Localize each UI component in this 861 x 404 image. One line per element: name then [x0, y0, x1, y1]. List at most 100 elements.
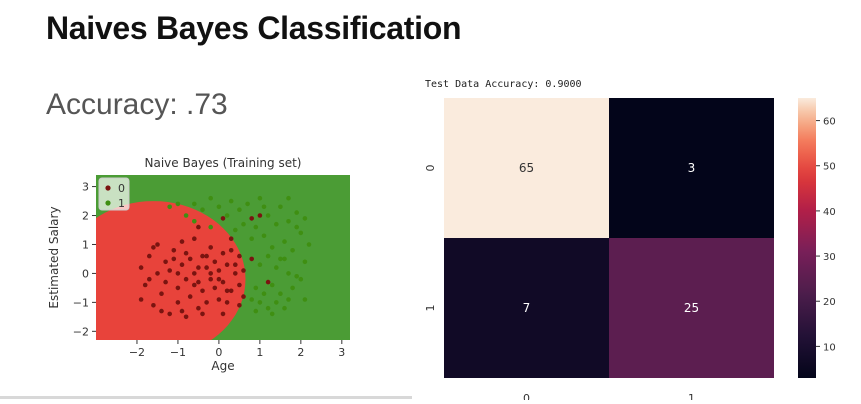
data-point-class-1 — [294, 274, 299, 279]
y-tick-label: 0 — [82, 267, 89, 280]
data-point-class-0 — [224, 262, 230, 267]
y-tick-label: −1 — [73, 296, 89, 309]
y-tick-label: −2 — [73, 325, 89, 338]
accuracy-label: Accuracy: .73 — [46, 88, 228, 121]
divider — [0, 396, 412, 399]
colorbar-tick-label: 50 — [823, 162, 836, 173]
data-point-class-0 — [159, 308, 164, 314]
heatmap-cell — [444, 98, 609, 238]
data-point-class-0 — [241, 294, 246, 299]
data-point-class-1 — [228, 198, 234, 204]
data-point-class-1 — [183, 213, 189, 218]
data-point-class-1 — [245, 201, 250, 207]
data-point-class-1 — [286, 297, 291, 302]
data-point-class-0 — [220, 216, 226, 221]
colorbar-tick-label: 30 — [823, 252, 836, 263]
data-point-class-0 — [171, 256, 177, 262]
data-point-class-0 — [204, 253, 209, 259]
data-point-class-1 — [306, 242, 312, 247]
y-tick-label: 3 — [82, 181, 89, 194]
colorbar-tick-label: 20 — [823, 297, 836, 308]
data-point-class-1 — [241, 221, 246, 227]
data-point-class-1 — [302, 216, 308, 221]
data-point-class-0 — [147, 253, 152, 259]
legend-label: 1 — [118, 197, 125, 210]
data-point-class-0 — [216, 268, 222, 273]
heatmap-cell — [444, 238, 609, 378]
data-point-class-1 — [261, 291, 267, 296]
data-point-class-0 — [204, 265, 209, 270]
colorbar-tick-label: 40 — [823, 207, 836, 218]
data-point-class-1 — [282, 239, 287, 244]
data-point-class-1 — [282, 305, 287, 311]
data-point-class-0 — [220, 250, 226, 256]
data-point-class-1 — [265, 213, 271, 218]
data-point-class-0 — [175, 285, 181, 291]
data-point-class-1 — [237, 207, 242, 212]
colorbar-tick-label: 60 — [823, 117, 836, 128]
data-point-class-0 — [204, 300, 209, 305]
data-point-class-1 — [298, 276, 304, 282]
data-point-class-1 — [290, 285, 295, 291]
data-point-class-0 — [192, 282, 197, 288]
data-point-class-1 — [192, 201, 197, 207]
data-point-class-0 — [167, 268, 172, 273]
y-tick-label: 2 — [82, 210, 89, 223]
x-tick-label: −1 — [170, 346, 186, 359]
data-point-class-0 — [196, 279, 201, 285]
colorbar — [798, 98, 816, 378]
data-point-class-0 — [257, 213, 263, 218]
cell-value: 7 — [523, 301, 531, 315]
data-point-class-0 — [200, 311, 205, 317]
training-set-plot: Naive Bayes (Training set)−2 −1 0 1 2 3−2−101… — [47, 156, 350, 373]
data-point-class-1 — [265, 253, 271, 259]
x-axis-label: Age — [211, 359, 234, 373]
chart-title: Naive Bayes (Training set) — [145, 156, 302, 170]
data-point-class-0 — [155, 242, 160, 247]
data-point-class-0 — [187, 294, 193, 299]
data-point-class-0 — [183, 276, 189, 282]
data-point-class-1 — [269, 245, 275, 250]
data-point-class-0 — [163, 279, 168, 285]
data-point-class-1 — [269, 282, 275, 288]
cell-value: 65 — [519, 161, 534, 175]
data-point-class-0 — [155, 271, 160, 276]
y-tick-label: 0 — [424, 165, 437, 172]
data-point-class-0 — [200, 253, 205, 259]
data-point-class-0 — [179, 239, 185, 244]
x-tick-label: 1 — [688, 392, 695, 400]
data-point-class-0 — [183, 314, 189, 320]
data-point-class-1 — [249, 236, 254, 241]
data-point-class-0 — [138, 297, 144, 302]
data-point-class-1 — [224, 213, 230, 218]
data-point-class-1 — [192, 219, 197, 224]
data-point-class-1 — [282, 256, 287, 262]
data-point-class-0 — [200, 288, 205, 294]
colorbar-tick-label: 10 — [823, 342, 836, 353]
y-tick-label: 1 — [424, 305, 437, 312]
legend-marker-0 — [105, 185, 111, 191]
data-point-class-0 — [183, 250, 189, 256]
data-point-class-1 — [257, 300, 263, 305]
data-point-class-0 — [167, 311, 172, 317]
data-point-class-1 — [233, 227, 238, 233]
data-point-class-0 — [192, 271, 197, 276]
x-tick-label: −2 — [129, 346, 145, 359]
data-point-class-0 — [192, 236, 197, 241]
data-point-class-1 — [261, 204, 267, 210]
data-point-class-1 — [200, 207, 205, 212]
data-point-class-1 — [175, 201, 181, 207]
legend: 01 — [98, 177, 130, 211]
data-point-class-1 — [274, 221, 279, 227]
data-point-class-0 — [175, 271, 181, 276]
data-point-class-1 — [294, 210, 299, 215]
data-point-class-1 — [302, 297, 308, 302]
data-point-class-1 — [290, 248, 295, 253]
data-point-class-0 — [212, 259, 218, 265]
data-point-class-1 — [253, 308, 259, 314]
data-point-class-0 — [233, 271, 238, 276]
cell-value: 25 — [684, 301, 699, 315]
data-point-class-0 — [187, 256, 193, 262]
x-tick-label: 1 — [256, 346, 263, 359]
